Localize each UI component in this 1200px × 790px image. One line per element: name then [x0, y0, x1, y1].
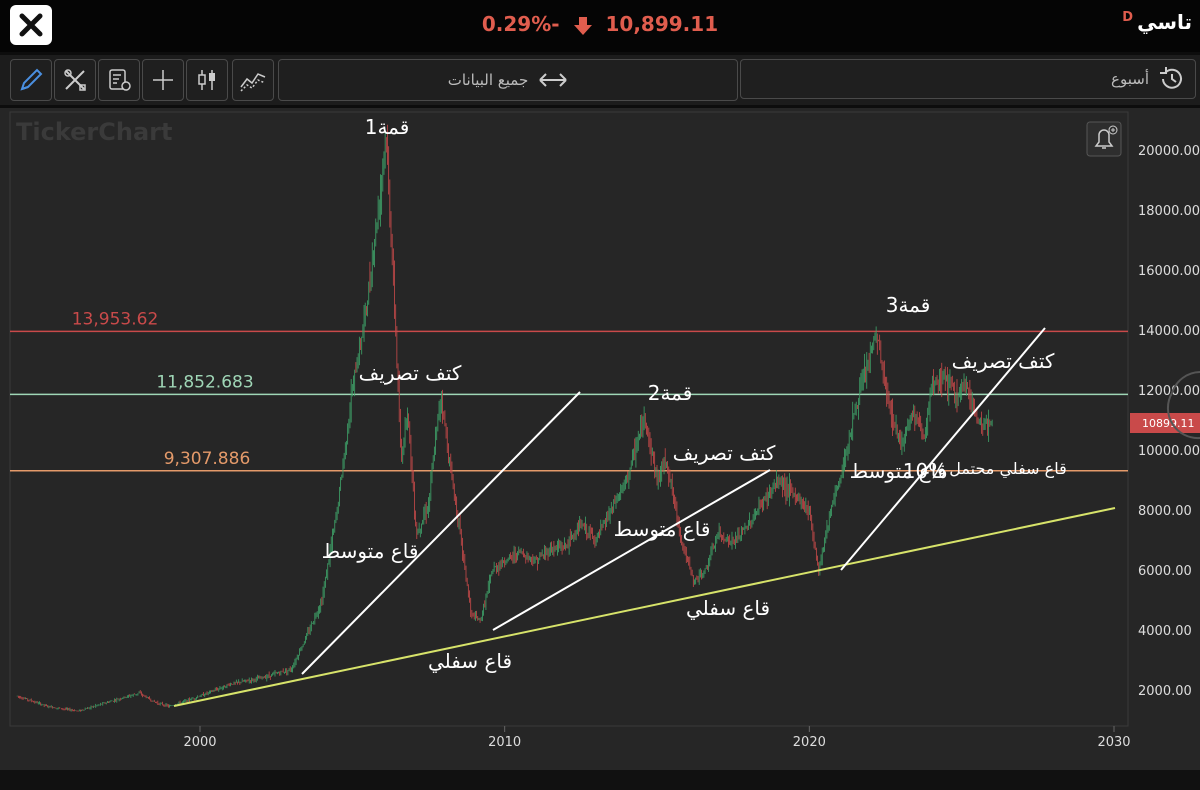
down-arrow-icon [573, 16, 592, 35]
symbol-name[interactable]: D تاسي [1122, 10, 1192, 34]
trendline-3[interactable] [840, 327, 1046, 571]
bell-plus-icon [1094, 125, 1118, 149]
period-label: أسبوع [1111, 70, 1149, 88]
label-low-bottom1: قاع سفلي [428, 649, 512, 674]
close-icon [19, 13, 43, 37]
side-scroll-handle[interactable] [1166, 371, 1200, 440]
trendline-1[interactable] [301, 391, 581, 675]
x-tick-label: 2000 [183, 735, 216, 750]
checklist-settings-icon [109, 69, 131, 91]
label-peak1: قمة1 [365, 115, 410, 139]
last-price-tag-text: 10899.11 [1142, 417, 1195, 430]
range-selector[interactable]: جميع البيانات [278, 59, 738, 101]
label-shoulder3: كتف تصريف [952, 349, 1055, 373]
symbol-label: تاسي [1137, 10, 1192, 34]
watermark: TickerChart [16, 118, 172, 146]
trend-lines [173, 327, 1116, 707]
indicator-icon [240, 73, 266, 92]
level-label: 13,953.62 [72, 309, 159, 329]
indicators-button[interactable] [232, 59, 274, 101]
y-tick-label: 20000.00 [1138, 144, 1200, 159]
price-chart[interactable]: TickerChart 20000.00 18000.00 16000.00 1400… [0, 108, 1200, 770]
draw-button[interactable] [10, 59, 52, 101]
change-percent: 0.29%- [481, 12, 560, 36]
double-arrow-icon [539, 73, 567, 87]
candles [16, 124, 993, 712]
top-bar: 0.29%- 10,899.11 D تاسي [0, 0, 1200, 52]
alert-button[interactable] [1086, 121, 1122, 157]
x-tick-label: 2030 [1097, 735, 1130, 750]
level-label: 9,307.886 [164, 449, 251, 469]
annotations: قمة1 قمة2 قمة3 كتف تصريف كتف تصريف كتف ت… [322, 115, 1067, 674]
y-tick-label: 2000.00 [1138, 684, 1192, 699]
range-label: جميع البيانات [447, 71, 529, 89]
chart-type-button[interactable] [186, 59, 228, 101]
x-axis: 2000 2010 2020 2030 [183, 726, 1131, 750]
horizontal-levels: 13,953.62 11,852.683 9,307.886 [10, 309, 1128, 472]
y-tick-label: 12000.00 [1138, 384, 1200, 399]
history-icon [1160, 67, 1182, 89]
crosshair-button[interactable] [142, 59, 184, 101]
price-display: 0.29%- 10,899.11 [0, 12, 1200, 36]
crosshair-icon [153, 70, 173, 90]
pencil-icon [20, 68, 43, 91]
tools-icon [64, 69, 86, 91]
trendline-main[interactable] [173, 507, 1116, 707]
overlay-text: 10% [903, 459, 947, 483]
settings-button[interactable] [98, 59, 140, 101]
y-tick-label: 18000.00 [1138, 204, 1200, 219]
y-tick-label: 4000.00 [1138, 624, 1192, 639]
label-peak3: قمة3 [886, 293, 931, 317]
trendline-2[interactable] [492, 469, 771, 631]
label-possible-low: قاع سفلي محتمل [949, 459, 1066, 479]
y-tick-label: 16000.00 [1138, 264, 1200, 279]
chart-area[interactable]: TickerChart 20000.00 18000.00 16000.00 1400… [0, 108, 1200, 770]
x-tick-label: 2010 [488, 735, 521, 750]
y-tick-label: 10000.00 [1138, 444, 1200, 459]
label-mid-bottom3: قاع متوسط [850, 459, 947, 483]
y-axis: 20000.00 18000.00 16000.00 14000.00 12000.00… [1138, 144, 1200, 699]
candlestick-icon [198, 70, 215, 90]
last-price: 10,899.11 [605, 12, 719, 36]
period-selector[interactable]: أسبوع [740, 59, 1196, 99]
label-peak2: قمة2 [648, 381, 693, 405]
toolbar: جميع البيانات أسبوع [0, 55, 1200, 105]
label-shoulder2: كتف تصريف [673, 441, 776, 465]
tools-button[interactable] [54, 59, 96, 101]
symbol-badge: D [1122, 10, 1134, 26]
y-tick-label: 8000.00 [1138, 504, 1192, 519]
label-mid-bottom1: قاع متوسط [322, 539, 419, 563]
bottom-bar [0, 770, 1200, 790]
level-label: 11,852.683 [156, 372, 253, 392]
label-mid-bottom2: قاع متوسط [614, 517, 711, 541]
label-low-bottom2: قاع سفلي [686, 596, 770, 621]
label-shoulder1: كتف تصريف [359, 361, 462, 385]
y-tick-label: 14000.00 [1138, 324, 1200, 339]
last-price-tag: 10899.11 [1130, 413, 1200, 433]
close-button[interactable] [10, 5, 52, 45]
x-tick-label: 2020 [793, 735, 826, 750]
y-tick-label: 6000.00 [1138, 564, 1192, 579]
